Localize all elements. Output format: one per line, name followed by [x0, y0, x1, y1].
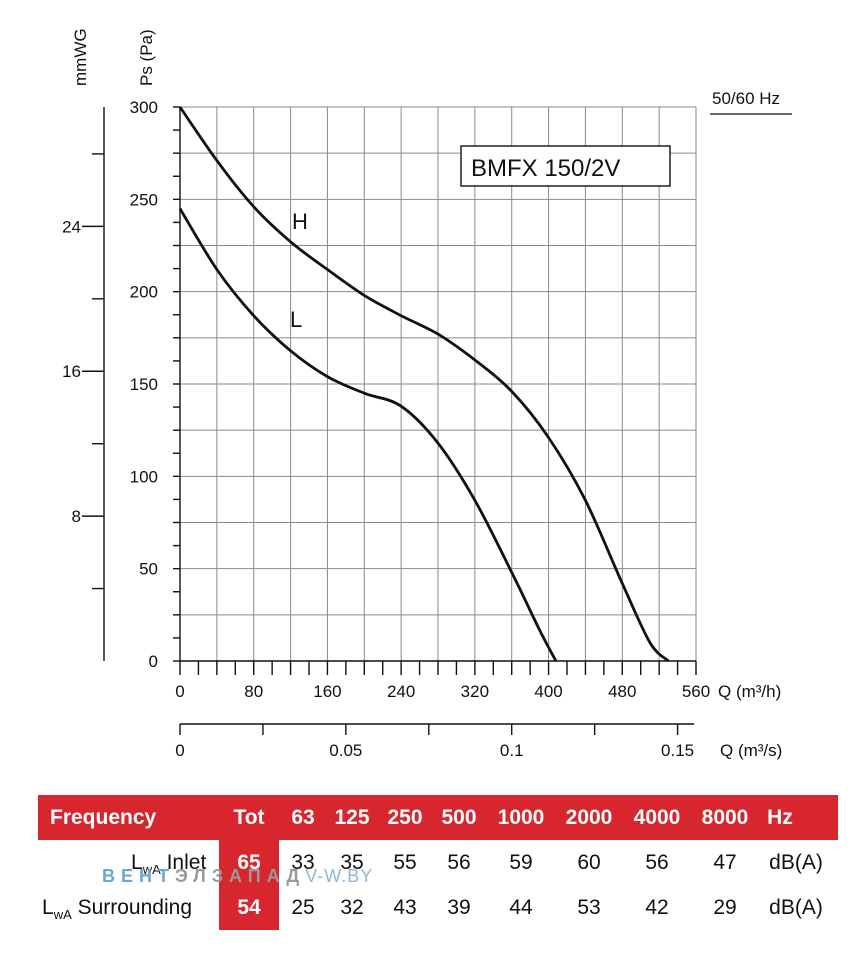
header-2000: 2000	[565, 806, 613, 829]
table-cell-tot: 65	[237, 851, 261, 874]
series-line-h	[178, 106, 670, 663]
table-cell: 35	[340, 851, 364, 874]
x-tick-label-m3h: 160	[313, 682, 341, 701]
model-title: BMFX 150/2V	[471, 155, 620, 182]
row-label-inlet: LwA Inlet	[131, 851, 207, 878]
table-cell: 53	[577, 896, 601, 919]
table-cell: 39	[447, 896, 471, 919]
tot-column-highlight	[219, 840, 279, 930]
table-cell: 33	[291, 851, 315, 874]
table-cell: 47	[713, 851, 737, 874]
sound-power-table: Frequency Tot 63 125 250 500 1000 2000 4…	[38, 795, 838, 930]
table-cell-unit: dB(A)	[769, 851, 823, 874]
header-500: 500	[441, 806, 477, 829]
table-cell-tot: 54	[237, 896, 261, 919]
header-250: 250	[387, 806, 423, 829]
frequency-label: 50/60 Hz	[712, 89, 780, 108]
x-tick-label-m3s: 0.1	[500, 741, 524, 760]
y-tick-label-pa: 0	[149, 652, 158, 671]
x-tick-label-m3h: 240	[387, 682, 415, 701]
axes	[82, 106, 697, 735]
curves	[178, 106, 670, 663]
table-cell: 29	[713, 896, 737, 919]
y-tick-label-pa: 250	[130, 190, 158, 209]
x-tick-label-m3h: 400	[534, 682, 562, 701]
header-125: 125	[334, 806, 370, 829]
x-tick-label-m3h: 480	[608, 682, 636, 701]
x-tick-label-m3s: 0.15	[661, 741, 694, 760]
y-axis-label-mmwg: mmWG	[71, 28, 90, 86]
x-tick-label-m3s: 0	[175, 741, 184, 760]
x-tick-label-m3h: 560	[682, 682, 710, 701]
table-header-row: Frequency Tot 63 125 250 500 1000 2000 4…	[38, 795, 838, 840]
y-tick-label-pa: 300	[130, 98, 158, 117]
table-cell: 32	[340, 896, 364, 919]
series-line-l	[178, 207, 558, 662]
y-tick-label-mmwg: 24	[62, 217, 81, 236]
header-1000: 1000	[497, 806, 545, 829]
header-hz: Hz	[767, 806, 793, 829]
table-cell: 60	[577, 851, 601, 874]
header-tot: Tot	[233, 806, 265, 829]
x-tick-label-m3h: 0	[175, 682, 184, 701]
series-label-l: L	[290, 307, 302, 332]
grid	[179, 106, 697, 662]
header-8000: 8000	[701, 806, 749, 829]
y-tick-label-mmwg: 16	[62, 362, 81, 381]
table-row: LwA Inlet 65 33 35 55 56 59 60 56 47 dB(A)	[38, 840, 838, 885]
watermark: ВЕНТЭЛЗАПАДV-W.BY	[102, 866, 374, 886]
x-axis-label-m3h: Q (m³/h)	[718, 682, 781, 701]
table-cell: 55	[393, 851, 417, 874]
table-cell: 42	[645, 896, 669, 919]
table-cell: 56	[447, 851, 471, 874]
y-axis-label-pa: Ps (Pa)	[137, 29, 156, 86]
y-tick-label-pa: 150	[130, 375, 158, 394]
table-cell-unit: dB(A)	[769, 896, 823, 919]
header-4000: 4000	[633, 806, 681, 829]
y-tick-label-mmwg: 8	[72, 507, 81, 526]
model-box	[460, 145, 671, 187]
table-row: LwA Surrounding 54 25 32 43 39 44 53 42 29 dB(A)	[38, 885, 838, 930]
x-tick-label-m3s: 0.05	[329, 741, 362, 760]
header-63: 63	[291, 806, 315, 829]
table-cell: 44	[509, 896, 533, 919]
table-cell: 25	[291, 896, 315, 919]
table-cell: 43	[393, 896, 417, 919]
x-axis-label-m3s: Q (m³/s)	[720, 741, 782, 760]
y-tick-label-pa: 50	[139, 560, 158, 579]
y-tick-label-pa: 200	[130, 283, 158, 302]
x-tick-label-m3h: 80	[244, 682, 263, 701]
table-cell: 59	[509, 851, 533, 874]
row-label-surrounding: LwA Surrounding	[42, 896, 192, 923]
x-tick-label-m3h: 320	[461, 682, 489, 701]
y-tick-label-pa: 100	[130, 467, 158, 486]
table-cell: 56	[645, 851, 669, 874]
series-label-h: H	[292, 209, 308, 234]
header-frequency: Frequency	[50, 806, 157, 829]
